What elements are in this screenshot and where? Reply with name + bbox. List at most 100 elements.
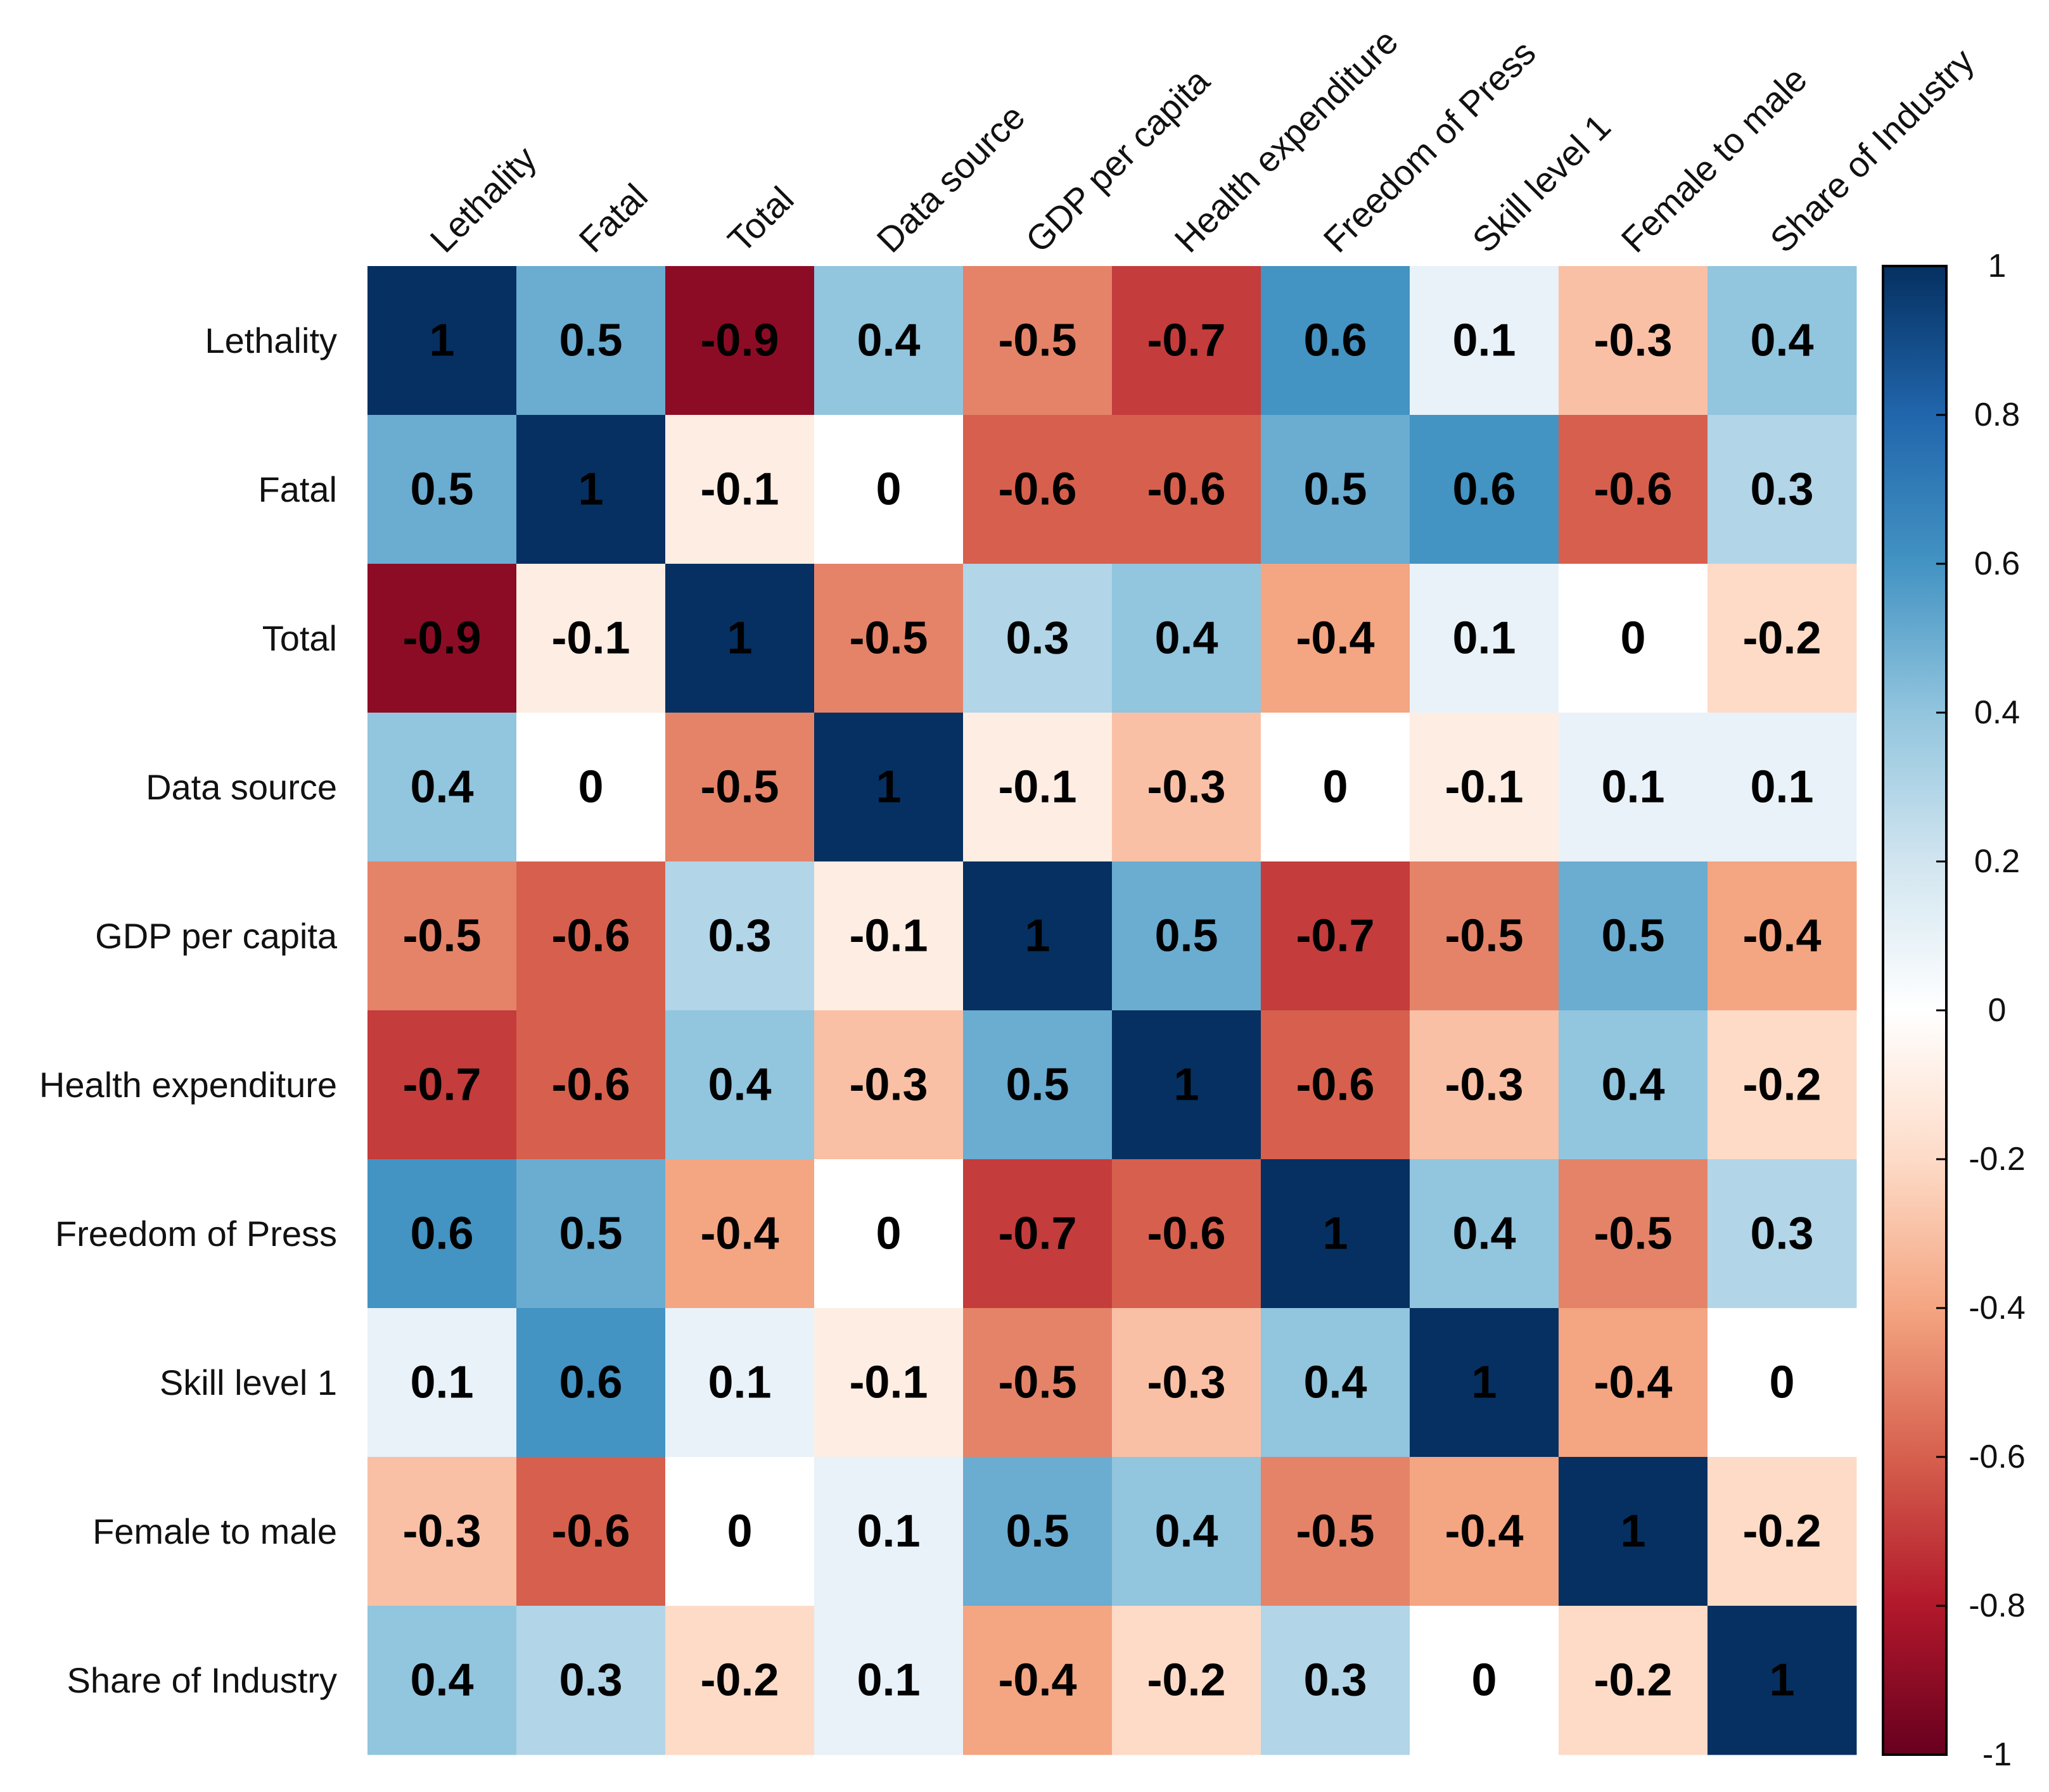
cell-value-label: 0 — [1322, 762, 1348, 813]
heatmap-cell — [1559, 1308, 1708, 1458]
cell-value-label: 0.5 — [410, 464, 473, 515]
heatmap-cell — [665, 564, 815, 713]
cell-value-label: -0.2 — [1147, 1655, 1225, 1706]
cell-value-label: -0.5 — [998, 315, 1076, 366]
cell-value-label: -0.6 — [551, 1506, 630, 1557]
cell-value-label: 0.3 — [1750, 1209, 1813, 1259]
cells-layer — [367, 266, 1857, 1755]
cell-value-label: 0.4 — [410, 1655, 473, 1706]
heatmap-cell — [367, 713, 517, 862]
heatmap-cell — [367, 1606, 517, 1755]
heatmap-cell — [516, 1159, 666, 1309]
cell-value-label: 0.5 — [1154, 911, 1218, 962]
heatmap-cell — [1410, 1159, 1559, 1309]
colorbar-tick-label: -1 — [1982, 1736, 2012, 1773]
heatmap-cell — [1559, 1606, 1708, 1755]
cell-value-label: -0.5 — [402, 911, 481, 962]
row-label: Total — [262, 618, 337, 658]
cell-value-label: 0.4 — [410, 762, 473, 813]
heatmap-cell — [963, 1606, 1113, 1755]
heatmap-cell — [814, 1606, 964, 1755]
heatmap-cell — [963, 266, 1113, 416]
cell-value-label: 0.6 — [410, 1209, 473, 1259]
cell-value-label: 0 — [1769, 1357, 1794, 1408]
cell-value-label: 0.1 — [1750, 762, 1813, 813]
cell-value-label: -0.7 — [998, 1209, 1076, 1259]
heatmap-cell — [1708, 1457, 1857, 1606]
heatmap-cell — [1112, 415, 1261, 564]
column-label: Data source — [869, 96, 1032, 260]
heatmap-cell — [1708, 1606, 1857, 1755]
colorbar-tick-label: 0.8 — [1974, 397, 2020, 433]
heatmap-cell — [665, 1606, 815, 1755]
heatmap-cell — [1410, 1606, 1559, 1755]
cell-value-label: -0.5 — [849, 613, 928, 664]
cell-value-label: -0.4 — [1445, 1506, 1523, 1557]
heatmap-cell — [1410, 266, 1559, 416]
cell-value-label: -0.3 — [1147, 1357, 1225, 1408]
heatmap-cell — [1410, 1010, 1559, 1160]
heatmap-cell — [1261, 1308, 1410, 1458]
cell-value-label: 1 — [1471, 1357, 1497, 1408]
colorbar-tick-label: 1 — [1988, 248, 2007, 284]
heatmap-cell — [1708, 713, 1857, 862]
heatmap-cell — [367, 1010, 517, 1160]
cell-value-label: -0.1 — [998, 762, 1076, 813]
cell-value-label: -0.4 — [700, 1209, 779, 1259]
colorbar-tick-label: -0.8 — [1969, 1587, 2026, 1624]
cell-value-label: -0.7 — [1296, 911, 1374, 962]
cell-value-label: 0.5 — [559, 1209, 622, 1259]
cell-value-label: -0.6 — [1296, 1060, 1374, 1110]
cell-value-label: 0.4 — [1452, 1209, 1516, 1259]
heatmap-cell — [1708, 564, 1857, 713]
cell-value-label: -0.7 — [1147, 315, 1225, 366]
heatmap-cell — [814, 1159, 964, 1309]
colorbar-gradient — [1882, 265, 1948, 1756]
cell-value-label: -0.6 — [551, 911, 630, 962]
heatmap-cell — [1112, 564, 1261, 713]
heatmap-cell — [516, 713, 666, 862]
row-label: Freedom of Press — [55, 1214, 337, 1254]
heatmap-cell — [1410, 415, 1559, 564]
colorbar-tick-label: -0.6 — [1969, 1439, 2026, 1475]
heatmap-cell — [516, 1457, 666, 1606]
heatmap-cell — [814, 564, 964, 713]
cell-value-label: -0.6 — [1147, 1209, 1225, 1259]
cell-value-label: -0.4 — [1742, 911, 1821, 962]
heatmap-cell — [1708, 1308, 1857, 1458]
cell-value-label: 0.6 — [559, 1357, 622, 1408]
heatmap-cell — [814, 415, 964, 564]
cell-value-label: 0.1 — [1452, 315, 1516, 366]
column-label: Total — [720, 179, 801, 260]
heatmap-cell — [1708, 415, 1857, 564]
heatmap-cell — [963, 1308, 1113, 1458]
heatmap-cell — [665, 1308, 815, 1458]
cell-value-label: -0.2 — [1742, 1060, 1821, 1110]
heatmap-cell — [1410, 1308, 1559, 1458]
heatmap-cell — [516, 266, 666, 416]
cell-value-label: -0.5 — [998, 1357, 1076, 1408]
values-layer: 1 0.5 -0.9 0.4 -0.5 -0.7 0.6 0.1 -0.3 0.4 0.5 1 -0.1… — [402, 315, 1821, 1706]
colorbar-tick-label: -0.2 — [1969, 1141, 2026, 1178]
heatmap-cell — [1410, 713, 1559, 862]
cell-value-label: 1 — [1769, 1655, 1794, 1706]
cell-value-label: 0.3 — [559, 1655, 622, 1706]
heatmap-cell — [1261, 861, 1410, 1011]
cell-value-label: 0.1 — [1452, 613, 1516, 664]
cell-value-label: 0.1 — [1601, 762, 1664, 813]
heatmap-cell — [1112, 1606, 1261, 1755]
cell-value-label: -0.6 — [998, 464, 1076, 515]
heatmap-cell — [1112, 266, 1261, 416]
cell-value-label: 1 — [727, 613, 752, 664]
cell-value-label: -0.9 — [402, 613, 481, 664]
heatmap-cell — [1559, 1457, 1708, 1606]
heatmap-cell — [814, 1010, 964, 1160]
heatmap-cell — [1112, 1457, 1261, 1606]
heatmap-cell — [1261, 1010, 1410, 1160]
cell-value-label: 0.4 — [1750, 315, 1813, 366]
cell-value-label: 0 — [876, 1209, 901, 1259]
cell-value-label: 1 — [1024, 911, 1050, 962]
row-label: Skill level 1 — [160, 1363, 337, 1402]
cell-value-label: -0.2 — [1593, 1655, 1672, 1706]
